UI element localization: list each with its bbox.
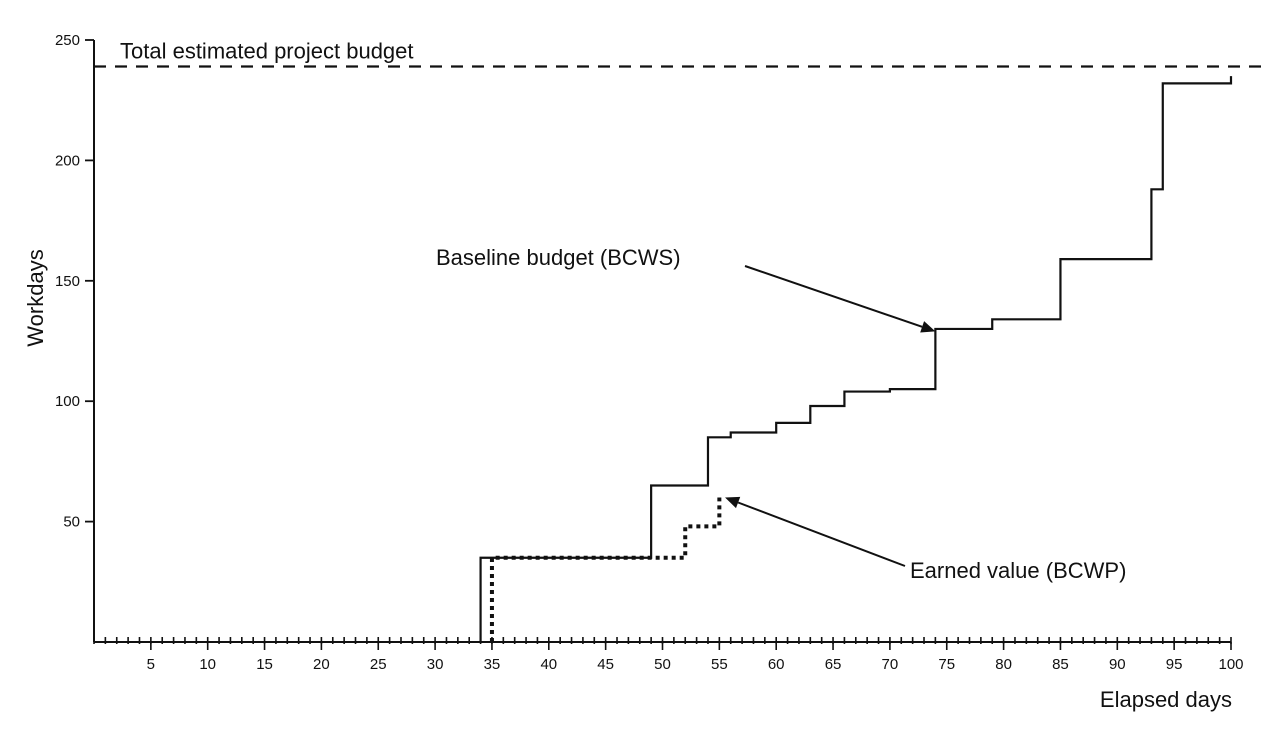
x-tick-label: 90 <box>1109 656 1126 673</box>
x-tick-label: 5 <box>147 656 155 673</box>
x-tick-label: 75 <box>938 656 955 673</box>
x-tick-label: 50 <box>654 656 671 673</box>
axes <box>93 40 1231 643</box>
series-baseline-budget-line <box>479 76 1233 642</box>
x-tick-label: 70 <box>882 656 899 673</box>
x-tick-label: 10 <box>199 656 216 673</box>
ticks: 5 10 15 20 25 30 35 40 45 50 55 60 65 70 75 80 85 90 95 100… <box>55 32 1244 673</box>
y-tick-label: 100 <box>55 393 80 410</box>
x-tick-label: 65 <box>825 656 842 673</box>
x-tick-label: 30 <box>427 656 444 673</box>
total-budget-label: Total estimated project budget <box>120 38 414 63</box>
y-tick-label: 150 <box>55 273 80 290</box>
series-layer <box>479 76 1233 642</box>
earned-value-annotation: Earned value (BCWP) <box>910 558 1126 583</box>
x-tick-label: 55 <box>711 656 728 673</box>
x-tick-label: 80 <box>995 656 1012 673</box>
x-tick-label: 60 <box>768 656 785 673</box>
x-tick-label: 35 <box>484 656 501 673</box>
x-tick-label: 25 <box>370 656 387 673</box>
annotation-arrow-line <box>737 501 906 567</box>
x-tick-label: 45 <box>597 656 614 673</box>
x-tick-label: 85 <box>1052 656 1069 673</box>
baseline-budget-annotation: Baseline budget (BCWS) <box>436 245 681 270</box>
annotation-arrowhead <box>920 321 936 333</box>
x-tick-label: 40 <box>540 656 557 673</box>
annotation-arrowhead <box>725 496 741 509</box>
annotations: Baseline budget (BCWS) Earned value (BCWP… <box>436 245 1126 583</box>
x-axis-label: Elapsed days <box>1100 687 1232 712</box>
y-tick-label: 50 <box>63 514 80 531</box>
y-axis-label: Workdays <box>23 249 48 346</box>
series-earned-value-line <box>489 497 722 642</box>
x-tick-label: 95 <box>1166 656 1183 673</box>
y-tick-label: 250 <box>55 32 80 49</box>
x-tick-label: 20 <box>313 656 330 673</box>
x-tick-label: 100 <box>1218 656 1243 673</box>
reference-lines: Total estimated project budget <box>94 38 1262 68</box>
y-tick-label: 200 <box>55 152 80 169</box>
x-tick-label: 15 <box>256 656 273 673</box>
annotation-arrow-line <box>744 265 923 328</box>
